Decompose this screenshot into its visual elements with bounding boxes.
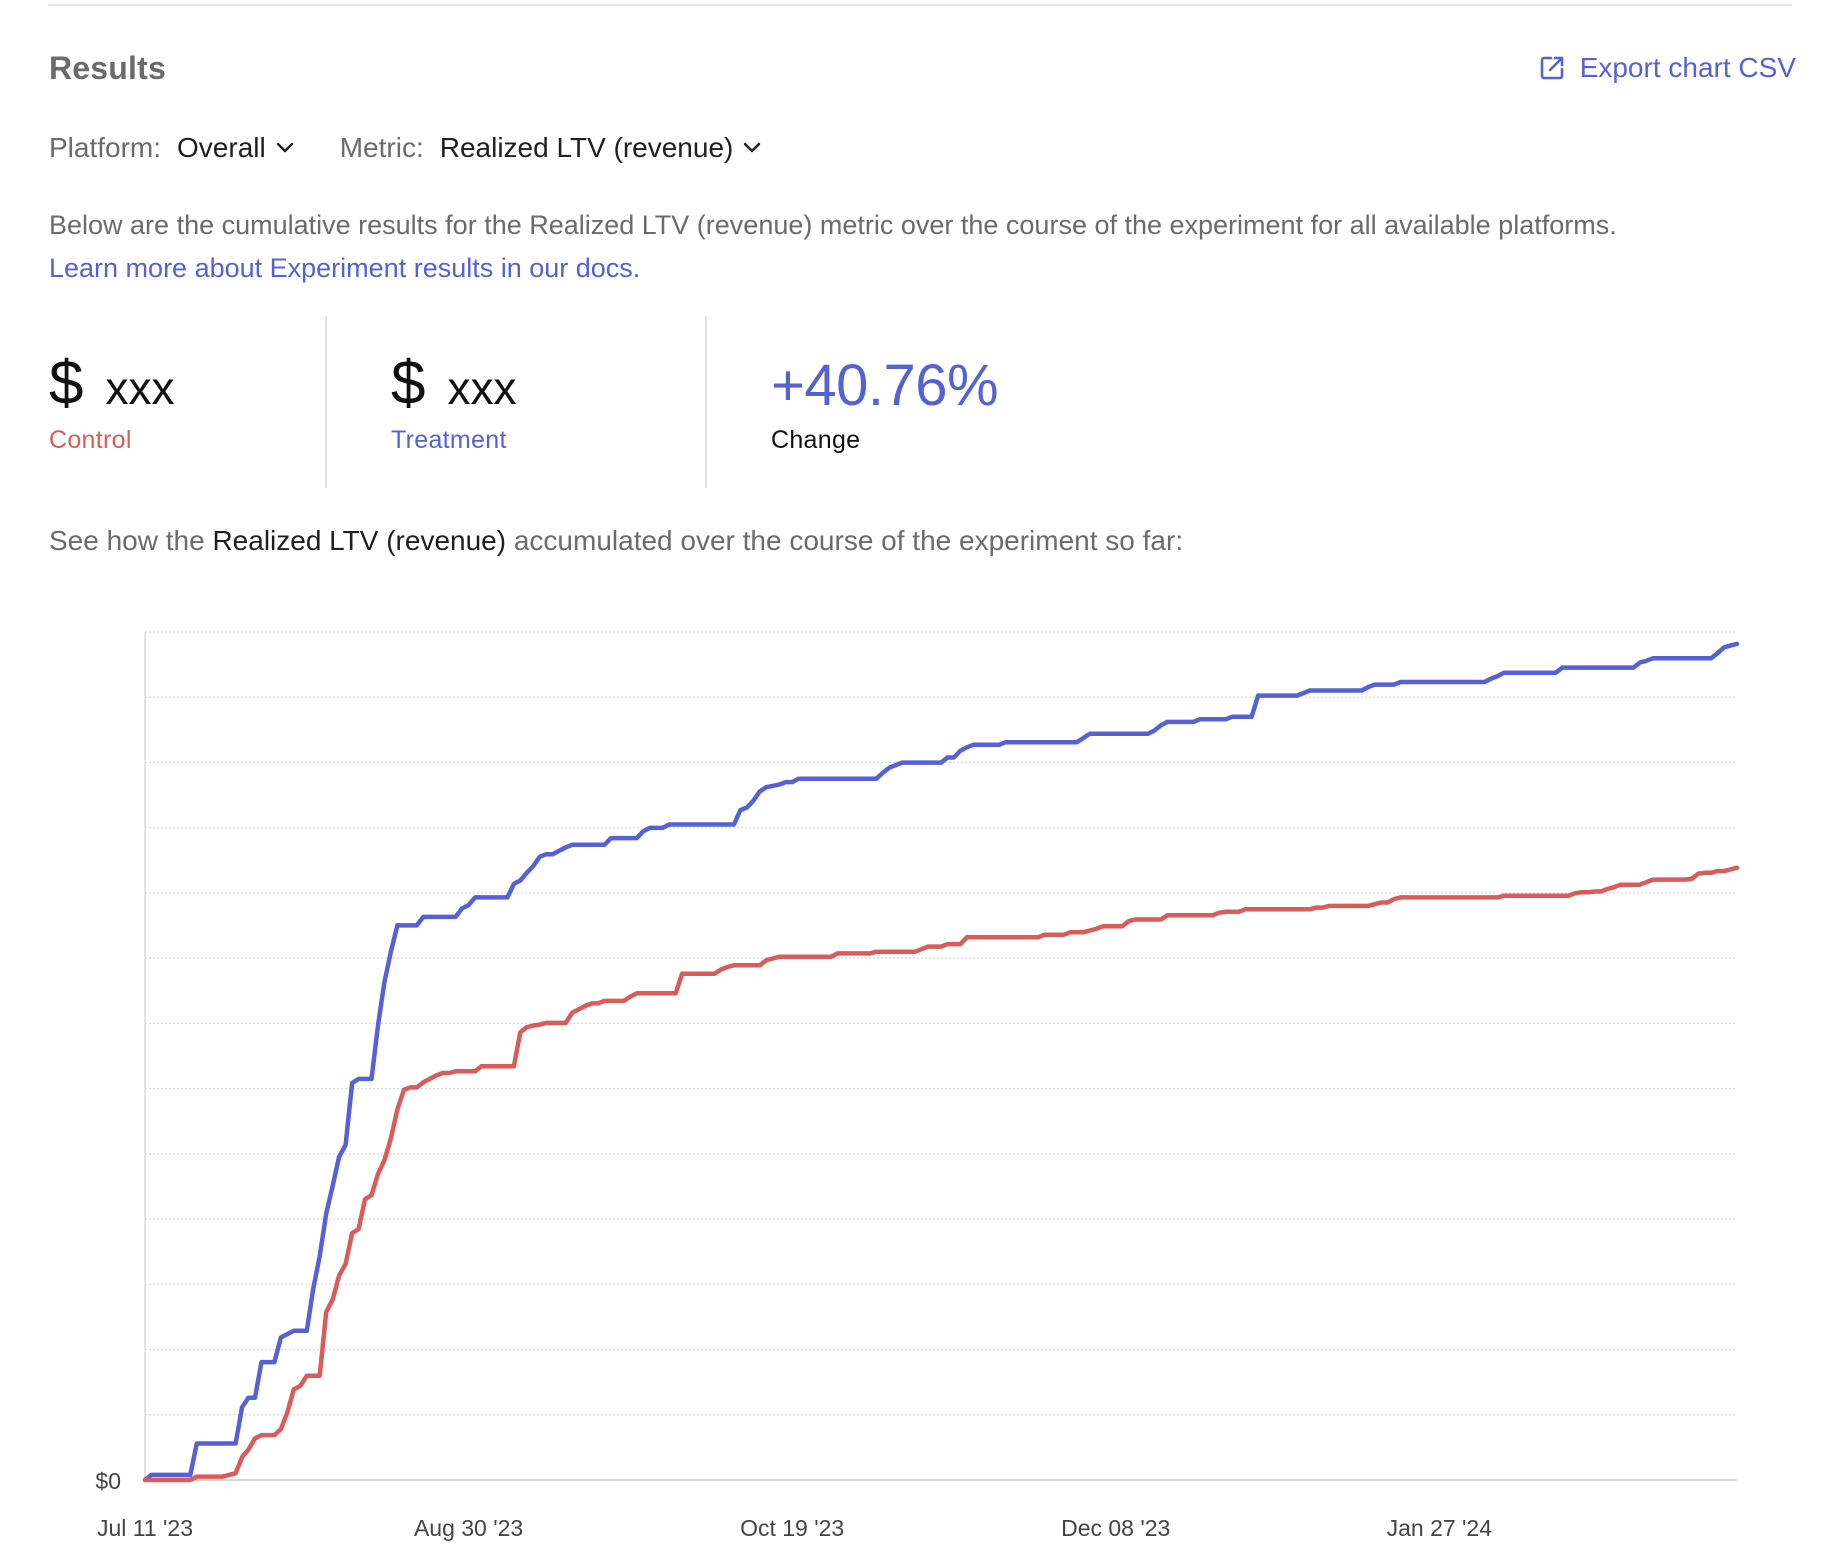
change-stat: +40.76% Change	[707, 316, 1107, 488]
docs-link[interactable]: Learn more about Experiment results in o…	[49, 253, 641, 283]
control-currency: $	[49, 349, 84, 418]
change-value: +40.76%	[771, 353, 999, 418]
results-description: Below are the cumulative results for the…	[49, 204, 1809, 290]
platform-label: Platform:	[49, 132, 162, 163]
results-description-text: Below are the cumulative results for the…	[49, 210, 1617, 240]
x-tick-label: Dec 08 '23	[1061, 1515, 1170, 1541]
x-tick-label: Jan 27 '24	[1387, 1515, 1493, 1541]
chevron-down-icon	[733, 142, 761, 154]
treatment-currency: $	[391, 349, 426, 418]
metric-label: Metric:	[339, 132, 424, 163]
page-title: Results	[49, 50, 166, 86]
change-label: Change	[771, 426, 861, 454]
cumulative-ltv-chart: $0 Jul 11 '23 Aug 30 '23 Oct 19 '23 Dec 08 '…	[95, 631, 1740, 1541]
treatment-amount: xxx	[447, 362, 517, 414]
platform-filter: Platform: Overall	[49, 132, 294, 164]
control-label: Control	[49, 426, 132, 454]
export-chart-csv-button[interactable]: Export chart CSV	[1538, 52, 1796, 84]
treatment-series-line	[142, 641, 1740, 1483]
platform-value: Overall	[177, 132, 266, 163]
chart-caption-suffix: accumulated over the course of the exper…	[513, 525, 1184, 556]
stat-divider	[705, 316, 707, 488]
metric-filter: Metric: Realized LTV (revenue)	[340, 132, 762, 164]
summary-stats: $ xxx Control $ xxx Treatment +40.76% Chan…	[49, 316, 1107, 488]
metric-dropdown[interactable]: Realized LTV (revenue)	[440, 132, 762, 164]
chart-caption: See how the Realized LTV (revenue) accum…	[49, 525, 1183, 557]
external-link-icon	[1538, 54, 1566, 82]
stat-divider	[325, 316, 327, 488]
chart-caption-metric: Realized LTV (revenue)	[212, 525, 507, 556]
control-series-line	[142, 865, 1740, 1483]
x-tick-label: Jul 11 '23	[97, 1515, 193, 1541]
treatment-value: $ xxx	[391, 348, 516, 419]
filter-bar: Platform: Overall Metric: Realized LTV (…	[49, 132, 807, 164]
y-tick-label: $0	[95, 1468, 121, 1494]
control-value: $ xxx	[49, 348, 174, 419]
chart-caption-prefix: See how the	[49, 525, 205, 556]
x-tick-label: Oct 19 '23	[740, 1515, 844, 1541]
x-tick-label: Aug 30 '23	[414, 1515, 523, 1541]
top-divider	[48, 4, 1792, 6]
platform-dropdown[interactable]: Overall	[177, 132, 294, 164]
chevron-down-icon	[266, 142, 294, 154]
treatment-stat: $ xxx Treatment	[327, 316, 707, 488]
treatment-label: Treatment	[391, 426, 507, 454]
control-amount: xxx	[105, 362, 175, 414]
control-stat: $ xxx Control	[49, 316, 327, 488]
metric-value: Realized LTV (revenue)	[439, 132, 734, 163]
export-chart-csv-label: Export chart CSV	[1579, 52, 1796, 83]
